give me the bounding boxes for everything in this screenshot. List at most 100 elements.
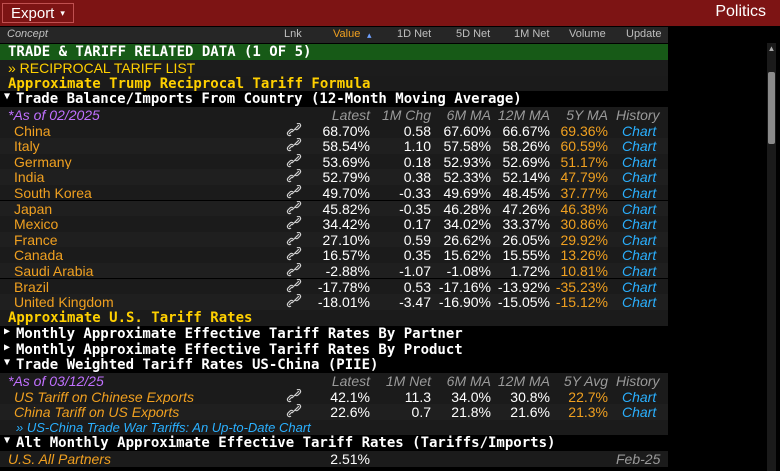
triangle-down-icon[interactable]: ▼ xyxy=(4,91,11,102)
us-china-link[interactable]: » US-China Trade War Tariffs: An Up-to-D… xyxy=(16,420,311,435)
table-row[interactable]: Brazil -17.78% 0.53 -17.16% -13.92% -35.23% Ch… xyxy=(0,278,668,296)
reciprocal-tariff-link-row[interactable]: » RECIPROCAL TARIFF LIST xyxy=(0,60,668,76)
table-row[interactable]: United Kingdom -18.01% -3.47 -16.90% -15.05%… xyxy=(0,293,668,311)
link-icon[interactable] xyxy=(286,293,302,311)
link-icon[interactable] xyxy=(286,278,302,296)
table-row[interactable]: US Tariff on Chinese Exports 42.1% 11.3 34.… xyxy=(0,388,668,406)
table-row[interactable]: France 27.10% 0.59 26.62% 26.05% 29.92% Chart xyxy=(0,231,668,249)
chart-link[interactable]: Chart xyxy=(622,262,657,279)
table-row[interactable]: China 68.70% 0.58 67.60% 66.67% 69.36% Chart xyxy=(0,122,668,140)
th-latest: Latest xyxy=(331,373,370,389)
us-china-link-row[interactable]: » US-China Trade War Tariffs: An Up-to-D… xyxy=(0,420,668,436)
row-name[interactable]: US Tariff on Chinese Exports xyxy=(14,388,195,405)
chart-link[interactable]: Chart xyxy=(622,247,657,264)
chart-link[interactable]: Chart xyxy=(622,231,657,248)
link-icon[interactable] xyxy=(286,215,302,233)
row-name[interactable]: China xyxy=(14,122,51,139)
scrollbar-thumb[interactable] xyxy=(768,72,775,144)
chart-link[interactable]: Chart xyxy=(622,404,657,421)
row-12m: 21.6% xyxy=(510,404,550,421)
row-name[interactable]: Japan xyxy=(14,200,53,217)
link-icon[interactable] xyxy=(286,153,302,171)
th-latest: Latest xyxy=(331,107,370,123)
group-label: Alt Monthly Approximate Effective Tariff… xyxy=(16,435,556,451)
link-icon[interactable] xyxy=(286,388,302,406)
link-icon[interactable] xyxy=(286,262,302,280)
row-name[interactable]: Germany xyxy=(14,153,72,170)
row-name[interactable]: India xyxy=(14,169,45,186)
link-icon[interactable] xyxy=(286,231,302,249)
triangle-right-icon[interactable]: ▶ xyxy=(4,326,11,337)
row-name[interactable]: Saudi Arabia xyxy=(14,262,94,279)
row-change: -0.33 xyxy=(399,184,431,201)
alt-monthly-group[interactable]: ▼ Alt Monthly Approximate Effective Tari… xyxy=(0,435,668,451)
group-label: Trade Balance/Imports From Country (12-M… xyxy=(16,91,522,107)
col-1m-net[interactable]: 1M Net xyxy=(514,28,550,40)
row-name[interactable]: China Tariff on US Exports xyxy=(14,404,180,421)
chart-link[interactable]: Chart xyxy=(622,216,657,233)
row-latest: -18.01% xyxy=(317,294,370,311)
scroll-up-arrow-icon[interactable]: ▲ xyxy=(767,44,776,53)
link-icon[interactable] xyxy=(286,122,302,140)
monthly-by-product-group[interactable]: ▶ Monthly Approximate Effective Tariff R… xyxy=(0,342,668,358)
trade-weighted-group[interactable]: ▼ Trade Weighted Tariff Rates US-China (… xyxy=(0,357,668,373)
row-change: 0.35 xyxy=(403,247,431,264)
row-name[interactable]: Italy xyxy=(14,138,40,155)
row-name[interactable]: Brazil xyxy=(14,278,50,295)
col-5d-net[interactable]: 5D Net xyxy=(456,28,491,40)
chart-link[interactable]: Chart xyxy=(622,169,657,186)
col-lnk[interactable]: Lnk xyxy=(284,28,302,40)
trade-balance-group[interactable]: ▼ Trade Balance/Imports From Country (12… xyxy=(0,91,668,107)
row-name[interactable]: U.S. All Partners xyxy=(8,451,111,467)
link-icon[interactable] xyxy=(286,137,302,155)
row-12m: 1.72% xyxy=(510,262,550,279)
table-row[interactable]: Japan 45.82% -0.35 46.28% 47.26% 46.38% Chart xyxy=(0,200,668,218)
table-row[interactable]: Germany 53.69% 0.18 52.93% 52.69% 51.17% Chart xyxy=(0,153,668,171)
triangle-down-icon[interactable]: ▼ xyxy=(4,357,11,368)
col-1d-net[interactable]: 1D Net xyxy=(397,28,432,40)
monthly-by-partner-group[interactable]: ▶ Monthly Approximate Effective Tariff R… xyxy=(0,326,668,342)
row-name[interactable]: United Kingdom xyxy=(14,294,114,311)
link-icon[interactable] xyxy=(286,247,302,264)
table-row[interactable]: China Tariff on US Exports 22.6% 0.7 21.8% 2… xyxy=(0,403,668,421)
table-row[interactable]: Italy 58.54% 1.10 57.58% 58.26% 60.59% Chart xyxy=(0,137,668,155)
table-row[interactable]: Canada 16.57% 0.35 15.62% 15.55% 13.26% Chart xyxy=(0,247,668,263)
table-row[interactable]: Saudi Arabia -2.88% -1.07 -1.08% 1.72% 10.81%… xyxy=(0,262,668,280)
col-value[interactable]: Value xyxy=(333,28,361,40)
triangle-right-icon[interactable]: ▶ xyxy=(4,342,11,353)
column-header: Concept Lnk Value ▴ 1D Net 5D Net 1M Net… xyxy=(0,27,668,43)
row-12m: 66.67% xyxy=(502,122,550,139)
chart-link[interactable]: Chart xyxy=(622,200,657,217)
row-latest: 58.54% xyxy=(322,138,370,155)
link-icon[interactable] xyxy=(286,184,302,202)
chart-link[interactable]: Chart xyxy=(622,278,657,295)
chart-link[interactable]: Chart xyxy=(622,138,657,155)
row-5y: 69.36% xyxy=(560,122,608,139)
link-icon[interactable] xyxy=(286,169,302,186)
col-concept[interactable]: Concept xyxy=(7,28,48,40)
chart-link[interactable]: Chart xyxy=(622,294,657,311)
sort-ascending-icon[interactable]: ▴ xyxy=(367,30,372,40)
link-icon[interactable] xyxy=(286,200,302,218)
chart-link[interactable]: Chart xyxy=(622,153,657,170)
triangle-down-icon[interactable]: ▼ xyxy=(4,435,11,446)
export-button[interactable]: Export ▾ xyxy=(2,3,74,23)
row-name[interactable]: France xyxy=(14,231,58,248)
row-name[interactable]: Canada xyxy=(14,247,64,264)
scrollbar-track[interactable] xyxy=(767,43,776,471)
row-12m: 58.26% xyxy=(502,138,550,155)
table-row[interactable]: South Korea 49.70% -0.33 49.69% 48.45% 37.77%… xyxy=(0,184,668,202)
row-change: 0.17 xyxy=(403,216,431,233)
reciprocal-tariff-link[interactable]: » RECIPROCAL TARIFF LIST xyxy=(8,60,196,76)
table-row[interactable]: Mexico 34.42% 0.17 34.02% 33.37% 30.86% Chart xyxy=(0,215,668,233)
chart-link[interactable]: Chart xyxy=(622,122,657,139)
table-row[interactable]: U.S. All Partners 2.51% Feb-25 xyxy=(0,451,668,467)
chart-link[interactable]: Chart xyxy=(622,184,657,201)
row-name[interactable]: South Korea xyxy=(14,184,92,201)
col-volume[interactable]: Volume xyxy=(569,28,606,40)
link-icon[interactable] xyxy=(286,403,302,421)
col-update[interactable]: Update xyxy=(626,28,662,40)
chart-link[interactable]: Chart xyxy=(622,388,657,405)
table-row[interactable]: India 52.79% 0.38 52.33% 52.14% 47.79% Chart xyxy=(0,169,668,185)
row-name[interactable]: Mexico xyxy=(14,216,59,233)
